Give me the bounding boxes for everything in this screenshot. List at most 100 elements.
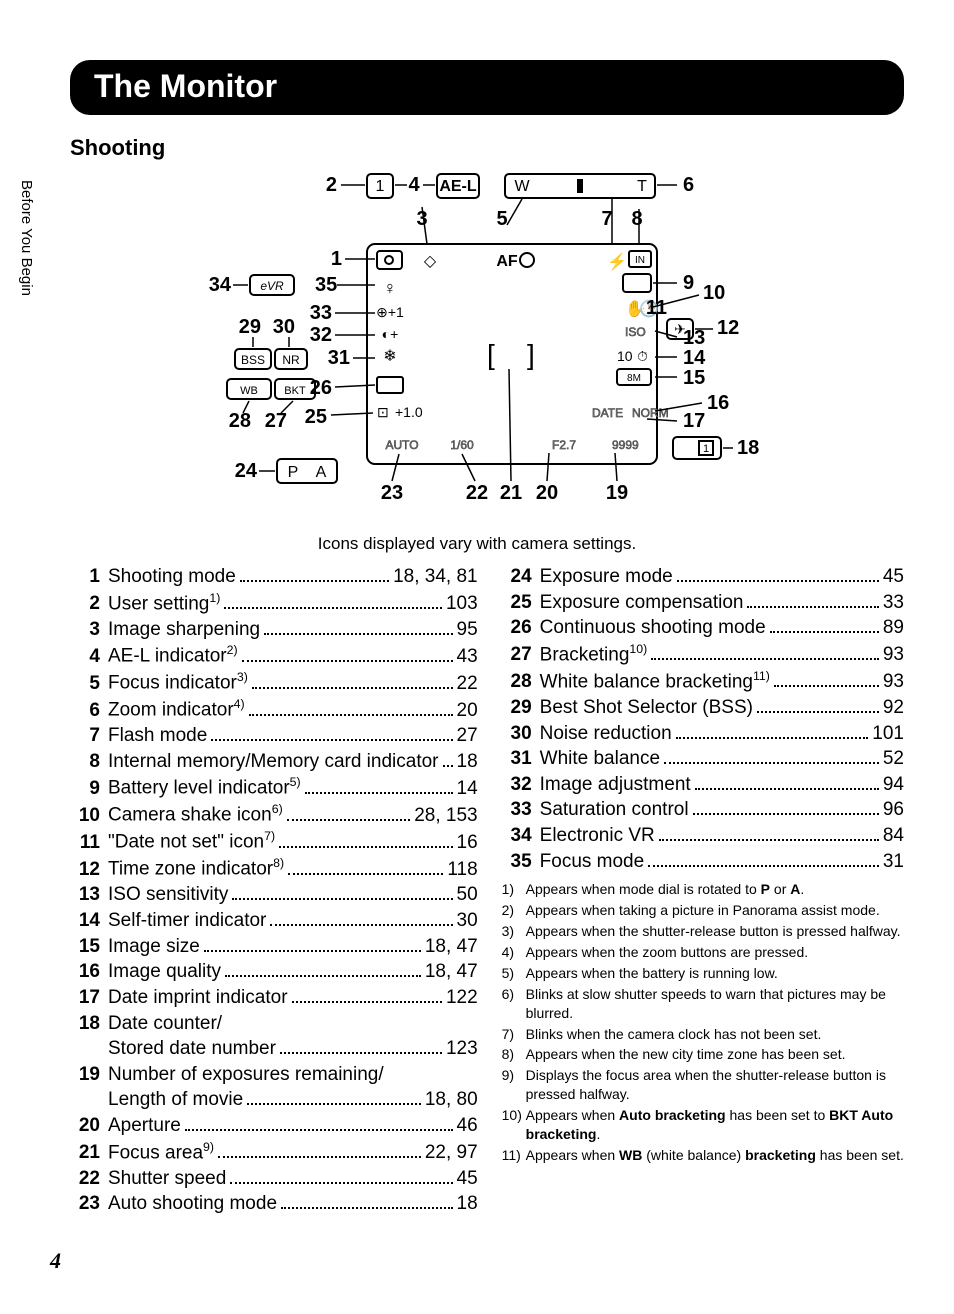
footnote: 2)Appears when taking a picture in Panor… bbox=[502, 901, 904, 920]
svg-text:⏱: ⏱ bbox=[637, 348, 648, 364]
index-entry: 18Date counter/ bbox=[70, 1011, 478, 1037]
entry-number: 35 bbox=[502, 849, 532, 875]
svg-text:◇: ◇ bbox=[424, 253, 437, 270]
entry-pages: 123 bbox=[446, 1036, 478, 1062]
entry-label: Image adjustment bbox=[540, 772, 691, 798]
svg-text:AE-L: AE-L bbox=[439, 178, 477, 195]
entry-number: 2 bbox=[70, 591, 100, 617]
entry-pages: 27 bbox=[457, 723, 478, 749]
footnote: 9)Displays the focus area when the shutt… bbox=[502, 1066, 904, 1104]
entry-label: Time zone indicator8) bbox=[108, 855, 284, 882]
index-entry: 35Focus mode31 bbox=[502, 849, 904, 875]
footnote-number: 3) bbox=[502, 922, 526, 941]
svg-text:DATE: DATE bbox=[592, 406, 623, 420]
svg-text:T: T bbox=[637, 178, 647, 195]
index-entry: 12Time zone indicator8)118 bbox=[70, 855, 478, 882]
svg-text:1/60: 1/60 bbox=[450, 438, 474, 452]
entry-number: 15 bbox=[70, 934, 100, 960]
entry-number: 10 bbox=[70, 803, 100, 829]
footnote-text: Appears when the battery is running low. bbox=[526, 964, 904, 983]
index-entry: 34Electronic VR84 bbox=[502, 823, 904, 849]
entry-label: Stored date number bbox=[108, 1036, 276, 1062]
footnote: 11)Appears when WB (white balance) brack… bbox=[502, 1146, 904, 1165]
svg-text:A: A bbox=[316, 464, 327, 481]
entry-number: 11 bbox=[70, 830, 100, 856]
svg-text:19: 19 bbox=[606, 482, 628, 504]
page-number: 4 bbox=[50, 1248, 61, 1274]
index-entry: 14Self-timer indicator30 bbox=[70, 908, 478, 934]
entry-label: Length of movie bbox=[108, 1087, 243, 1113]
svg-text:27: 27 bbox=[265, 410, 287, 432]
svg-text:F2.7: F2.7 bbox=[552, 438, 576, 452]
entry-number: 6 bbox=[70, 698, 100, 724]
entry-number: 20 bbox=[70, 1113, 100, 1139]
entry-number: 21 bbox=[70, 1140, 100, 1166]
entry-pages: 94 bbox=[883, 772, 904, 798]
footnotes: 1)Appears when mode dial is rotated to P… bbox=[502, 880, 904, 1164]
entry-label: Battery level indicator5) bbox=[108, 774, 301, 801]
entry-number: 30 bbox=[502, 721, 532, 747]
svg-text:24: 24 bbox=[235, 460, 258, 482]
entry-label: Focus area9) bbox=[108, 1139, 214, 1166]
entry-number: 4 bbox=[70, 644, 100, 670]
entry-label: Flash mode bbox=[108, 723, 207, 749]
entry-label: Number of exposures remaining/ bbox=[108, 1062, 384, 1088]
entry-pages: 92 bbox=[883, 695, 904, 721]
svg-text:4: 4 bbox=[408, 174, 420, 196]
index-entry: 33Saturation control96 bbox=[502, 797, 904, 823]
footnote-number: 1) bbox=[502, 880, 526, 899]
index-entry: 30Noise reduction101 bbox=[502, 721, 904, 747]
entry-label: Shutter speed bbox=[108, 1166, 226, 1192]
svg-text:16: 16 bbox=[707, 392, 729, 414]
svg-text:32: 32 bbox=[310, 324, 332, 346]
footnote: 6)Blinks at slow shutter speeds to warn … bbox=[502, 985, 904, 1023]
entry-number: 31 bbox=[502, 746, 532, 772]
entry-pages: 118 bbox=[447, 857, 477, 883]
entry-number: 8 bbox=[70, 749, 100, 775]
footnote-text: Appears when the new city time zone has … bbox=[526, 1045, 904, 1064]
entry-label: Bracketing10) bbox=[540, 641, 648, 668]
entry-label: Shooting mode bbox=[108, 564, 236, 590]
svg-text:AUTO: AUTO bbox=[385, 438, 418, 452]
index-entry: 13ISO sensitivity50 bbox=[70, 882, 478, 908]
entry-label: Aperture bbox=[108, 1113, 181, 1139]
svg-text:9999: 9999 bbox=[612, 438, 639, 452]
entry-pages: 22 bbox=[457, 671, 478, 697]
index-entry: 4AE-L indicator2)43 bbox=[70, 642, 478, 669]
svg-text:1: 1 bbox=[703, 443, 709, 455]
entry-label: Date imprint indicator bbox=[108, 985, 288, 1011]
footnote: 4)Appears when the zoom buttons are pres… bbox=[502, 943, 904, 962]
entry-pages: 122 bbox=[446, 985, 478, 1011]
entry-label: Best Shot Selector (BSS) bbox=[540, 695, 753, 721]
entry-pages: 50 bbox=[457, 882, 478, 908]
entry-pages: 103 bbox=[446, 591, 478, 617]
svg-text:10: 10 bbox=[703, 282, 725, 304]
svg-text:BSS: BSS bbox=[241, 353, 265, 367]
entry-label: Exposure mode bbox=[540, 564, 673, 590]
svg-text:28: 28 bbox=[229, 410, 251, 432]
entry-number: 28 bbox=[502, 669, 532, 695]
index-column-right: 24Exposure mode4525Exposure compensation… bbox=[502, 564, 904, 1217]
entry-label: AE-L indicator2) bbox=[108, 642, 238, 669]
entry-number: 29 bbox=[502, 695, 532, 721]
index-entry: 2User setting1)103 bbox=[70, 590, 478, 617]
footnote-number: 10) bbox=[502, 1106, 526, 1144]
footnote-number: 6) bbox=[502, 985, 526, 1023]
entry-label: Electronic VR bbox=[540, 823, 655, 849]
entry-pages: 45 bbox=[457, 1166, 478, 1192]
svg-text:14: 14 bbox=[683, 347, 706, 369]
footnote-text: Appears when mode dial is rotated to P o… bbox=[526, 880, 904, 899]
entry-label: Focus indicator3) bbox=[108, 669, 248, 696]
entry-number: 17 bbox=[70, 985, 100, 1011]
entry-label: "Date not set" icon7) bbox=[108, 828, 275, 855]
footnote: 5)Appears when the battery is running lo… bbox=[502, 964, 904, 983]
entry-pages: 16 bbox=[457, 830, 478, 856]
diagram-svg: 1 AE-L W T 2 4 6 3 5 7 8 ◇ AF ⚡ IN ♀ ⊕+1… bbox=[127, 169, 827, 529]
footnote-text: Blinks at slow shutter speeds to warn th… bbox=[526, 985, 904, 1023]
entry-number: 23 bbox=[70, 1191, 100, 1217]
entry-pages: 45 bbox=[883, 564, 904, 590]
footnote: 3)Appears when the shutter-release butto… bbox=[502, 922, 904, 941]
svg-text:AF: AF bbox=[496, 253, 518, 270]
entry-number: 14 bbox=[70, 908, 100, 934]
svg-text:8: 8 bbox=[631, 208, 642, 230]
